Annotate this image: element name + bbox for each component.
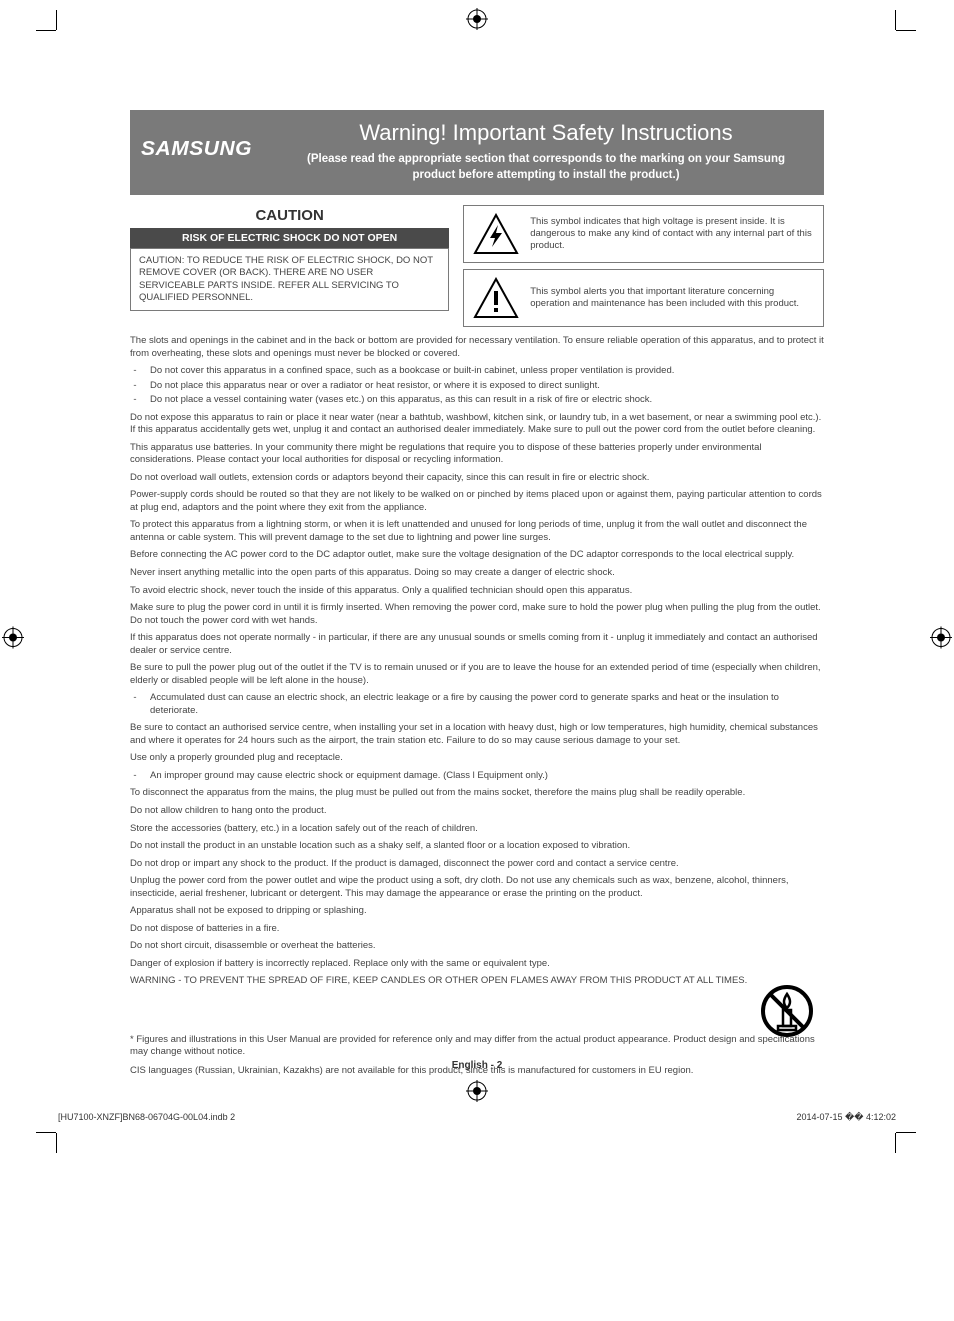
bullet-text: Do not place a vessel containing water (… bbox=[150, 394, 652, 407]
header-subtitle: (Please read the appropriate section tha… bbox=[282, 152, 810, 183]
bullet-text: Accumulated dust can cause an electric s… bbox=[150, 692, 824, 717]
body-paragraph: Apparatus shall not be exposed to drippi… bbox=[130, 905, 824, 918]
bullet-item: -Accumulated dust can cause an electric … bbox=[130, 692, 824, 717]
body-paragraph: Do not short circuit, disassemble or ove… bbox=[130, 940, 824, 953]
bullet-list: -An improper ground may cause electric s… bbox=[130, 770, 824, 783]
crop-mark-icon bbox=[876, 30, 896, 50]
body-paragraph: Store the accessories (battery, etc.) in… bbox=[130, 823, 824, 836]
body-paragraph: Do not allow children to hang onto the p… bbox=[130, 805, 824, 818]
body-paragraph: To disconnect the apparatus from the mai… bbox=[130, 787, 824, 800]
crop-mark-icon bbox=[56, 30, 76, 50]
body-paragraph: The slots and openings in the cabinet an… bbox=[130, 335, 824, 360]
header-text-block: Warning! Important Safety Instructions (… bbox=[282, 120, 810, 183]
caution-column: CAUTION RISK OF ELECTRIC SHOCK DO NOT OP… bbox=[130, 205, 449, 327]
registration-mark-right-icon bbox=[930, 627, 952, 654]
body-paragraph: Danger of explosion if battery is incorr… bbox=[130, 958, 824, 971]
exclamation-triangle-icon bbox=[472, 276, 520, 320]
literature-text: This symbol alerts you that important li… bbox=[530, 286, 815, 311]
dash-icon: - bbox=[130, 394, 140, 407]
registration-mark-top-icon bbox=[466, 8, 488, 35]
page-number-label: English - 2 bbox=[452, 1060, 503, 1071]
page-footer: English - 2 bbox=[0, 1060, 954, 1071]
body-paragraph: Be sure to contact an authorised service… bbox=[130, 722, 824, 747]
bullet-item: -Do not place a vessel containing water … bbox=[130, 394, 824, 407]
header-subtitle-line1: (Please read the appropriate section tha… bbox=[307, 153, 785, 165]
dash-icon: - bbox=[130, 365, 140, 378]
body-paragraph: Be sure to pull the power plug out of th… bbox=[130, 662, 824, 687]
doc-timestamp: 2014-07-15 �� 4:12:02 bbox=[796, 1112, 896, 1123]
body-paragraph: Do not install the product in an unstabl… bbox=[130, 840, 824, 853]
brand-logo-text: SAMSUNG bbox=[141, 138, 267, 161]
doc-filename: [HU7100-XNZF]BN68-06704G-00L04.indb 2 bbox=[58, 1112, 235, 1123]
dash-icon: - bbox=[130, 770, 140, 783]
dash-icon: - bbox=[130, 692, 140, 717]
body-paragraph: Make sure to plug the power cord in unti… bbox=[130, 602, 824, 627]
brand-logo: SAMSUNG bbox=[144, 120, 264, 161]
bullet-text: An improper ground may cause electric sh… bbox=[150, 770, 548, 783]
body-paragraph: Use only a properly grounded plug and re… bbox=[130, 752, 824, 765]
body-paragraph: Power-supply cords should be routed so t… bbox=[130, 489, 824, 514]
body-paragraph: Unplug the power cord from the power out… bbox=[130, 875, 824, 900]
bullet-text: Do not cover this apparatus in a confine… bbox=[150, 365, 674, 378]
document-meta: [HU7100-XNZF]BN68-06704G-00L04.indb 2 20… bbox=[58, 1112, 896, 1123]
bullet-item: -An improper ground may cause electric s… bbox=[130, 770, 824, 783]
literature-symbol-row: This symbol alerts you that important li… bbox=[463, 269, 824, 327]
body-paragraph: If this apparatus does not operate norma… bbox=[130, 632, 824, 657]
body-paragraph: To protect this apparatus from a lightni… bbox=[130, 519, 824, 544]
no-open-flame-icon bbox=[760, 984, 814, 1043]
body-paragraph: WARNING - TO PREVENT THE SPREAD OF FIRE,… bbox=[130, 975, 824, 988]
dash-icon: - bbox=[130, 380, 140, 393]
risk-bar: RISK OF ELECTRIC SHOCK DO NOT OPEN bbox=[130, 228, 449, 248]
caution-text: CAUTION: TO REDUCE THE RISK OF ELECTRIC … bbox=[130, 248, 449, 311]
bullet-item: -Do not place this apparatus near or ove… bbox=[130, 380, 824, 393]
bullet-text: Do not place this apparatus near or over… bbox=[150, 380, 600, 393]
header-subtitle-line2: product before attempting to install the… bbox=[412, 169, 679, 181]
body-text: The slots and openings in the cabinet an… bbox=[130, 335, 824, 988]
body-paragraph: Before connecting the AC power cord to t… bbox=[130, 549, 824, 562]
body-paragraph: Do not expose this apparatus to rain or … bbox=[130, 412, 824, 437]
caution-title: CAUTION bbox=[130, 205, 449, 228]
high-voltage-triangle-icon bbox=[472, 212, 520, 256]
body-paragraph: Do not dispose of batteries in a fire. bbox=[130, 923, 824, 936]
header-bar: SAMSUNG Warning! Important Safety Instru… bbox=[130, 110, 824, 195]
bullet-item: -Do not cover this apparatus in a confin… bbox=[130, 365, 824, 378]
registration-mark-bottom-icon bbox=[466, 1080, 488, 1107]
high-voltage-symbol-row: This symbol indicates that high voltage … bbox=[463, 205, 824, 263]
body-paragraph: This apparatus use batteries. In your co… bbox=[130, 442, 824, 467]
high-voltage-text: This symbol indicates that high voltage … bbox=[530, 216, 815, 253]
symbol-column: This symbol indicates that high voltage … bbox=[463, 205, 824, 327]
footnote: * Figures and illustrations in this User… bbox=[130, 1034, 824, 1059]
caution-and-symbols-row: CAUTION RISK OF ELECTRIC SHOCK DO NOT OP… bbox=[130, 205, 824, 327]
bullet-list: -Accumulated dust can cause an electric … bbox=[130, 692, 824, 717]
registration-mark-left-icon bbox=[2, 627, 24, 654]
body-paragraph: Never insert anything metallic into the … bbox=[130, 567, 824, 580]
bullet-list: -Do not cover this apparatus in a confin… bbox=[130, 365, 824, 407]
header-title: Warning! Important Safety Instructions bbox=[282, 120, 810, 146]
body-paragraph: Do not drop or impart any shock to the p… bbox=[130, 858, 824, 871]
body-paragraph: Do not overload wall outlets, extension … bbox=[130, 472, 824, 485]
body-paragraph: To avoid electric shock, never touch the… bbox=[130, 585, 824, 598]
